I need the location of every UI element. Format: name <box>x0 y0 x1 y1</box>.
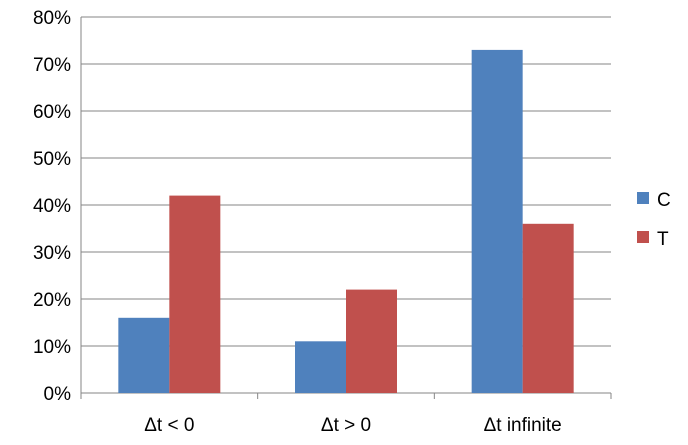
bars <box>118 49 574 394</box>
bar-t-1 <box>346 289 397 393</box>
bar-c-2 <box>471 49 523 394</box>
y-tick-label: 10% <box>33 337 71 358</box>
y-axis-tick-labels: 0% 10% 20% 30% 40% 50% 60% 70% 80% <box>33 8 71 405</box>
y-tick-label: 60% <box>33 102 71 123</box>
x-axis-category-labels: Δt < 0 Δt > 0 Δt infinite <box>144 415 562 436</box>
bar-c-0 <box>118 317 170 393</box>
bar-t-0 <box>169 195 221 393</box>
x-category-label: Δt > 0 <box>321 415 371 436</box>
y-tick-label: 80% <box>33 8 71 29</box>
y-tick-label: 0% <box>44 384 72 405</box>
legend-label-t: T <box>657 229 669 250</box>
x-category-label: Δt infinite <box>484 415 562 436</box>
legend-swatch-c <box>637 192 649 204</box>
legend: CT <box>637 190 671 250</box>
y-tick-label: 70% <box>33 55 71 76</box>
y-tick-label: 20% <box>33 290 71 311</box>
bar-c-1 <box>295 341 346 393</box>
y-tick-label: 40% <box>33 196 71 217</box>
legend-label-c: C <box>657 190 671 211</box>
y-tick-label: 50% <box>33 149 71 170</box>
y-tick-label: 30% <box>33 243 71 264</box>
x-category-label: Δt < 0 <box>144 415 194 436</box>
legend-swatch-t <box>637 231 649 243</box>
bar-t-2 <box>522 223 574 393</box>
